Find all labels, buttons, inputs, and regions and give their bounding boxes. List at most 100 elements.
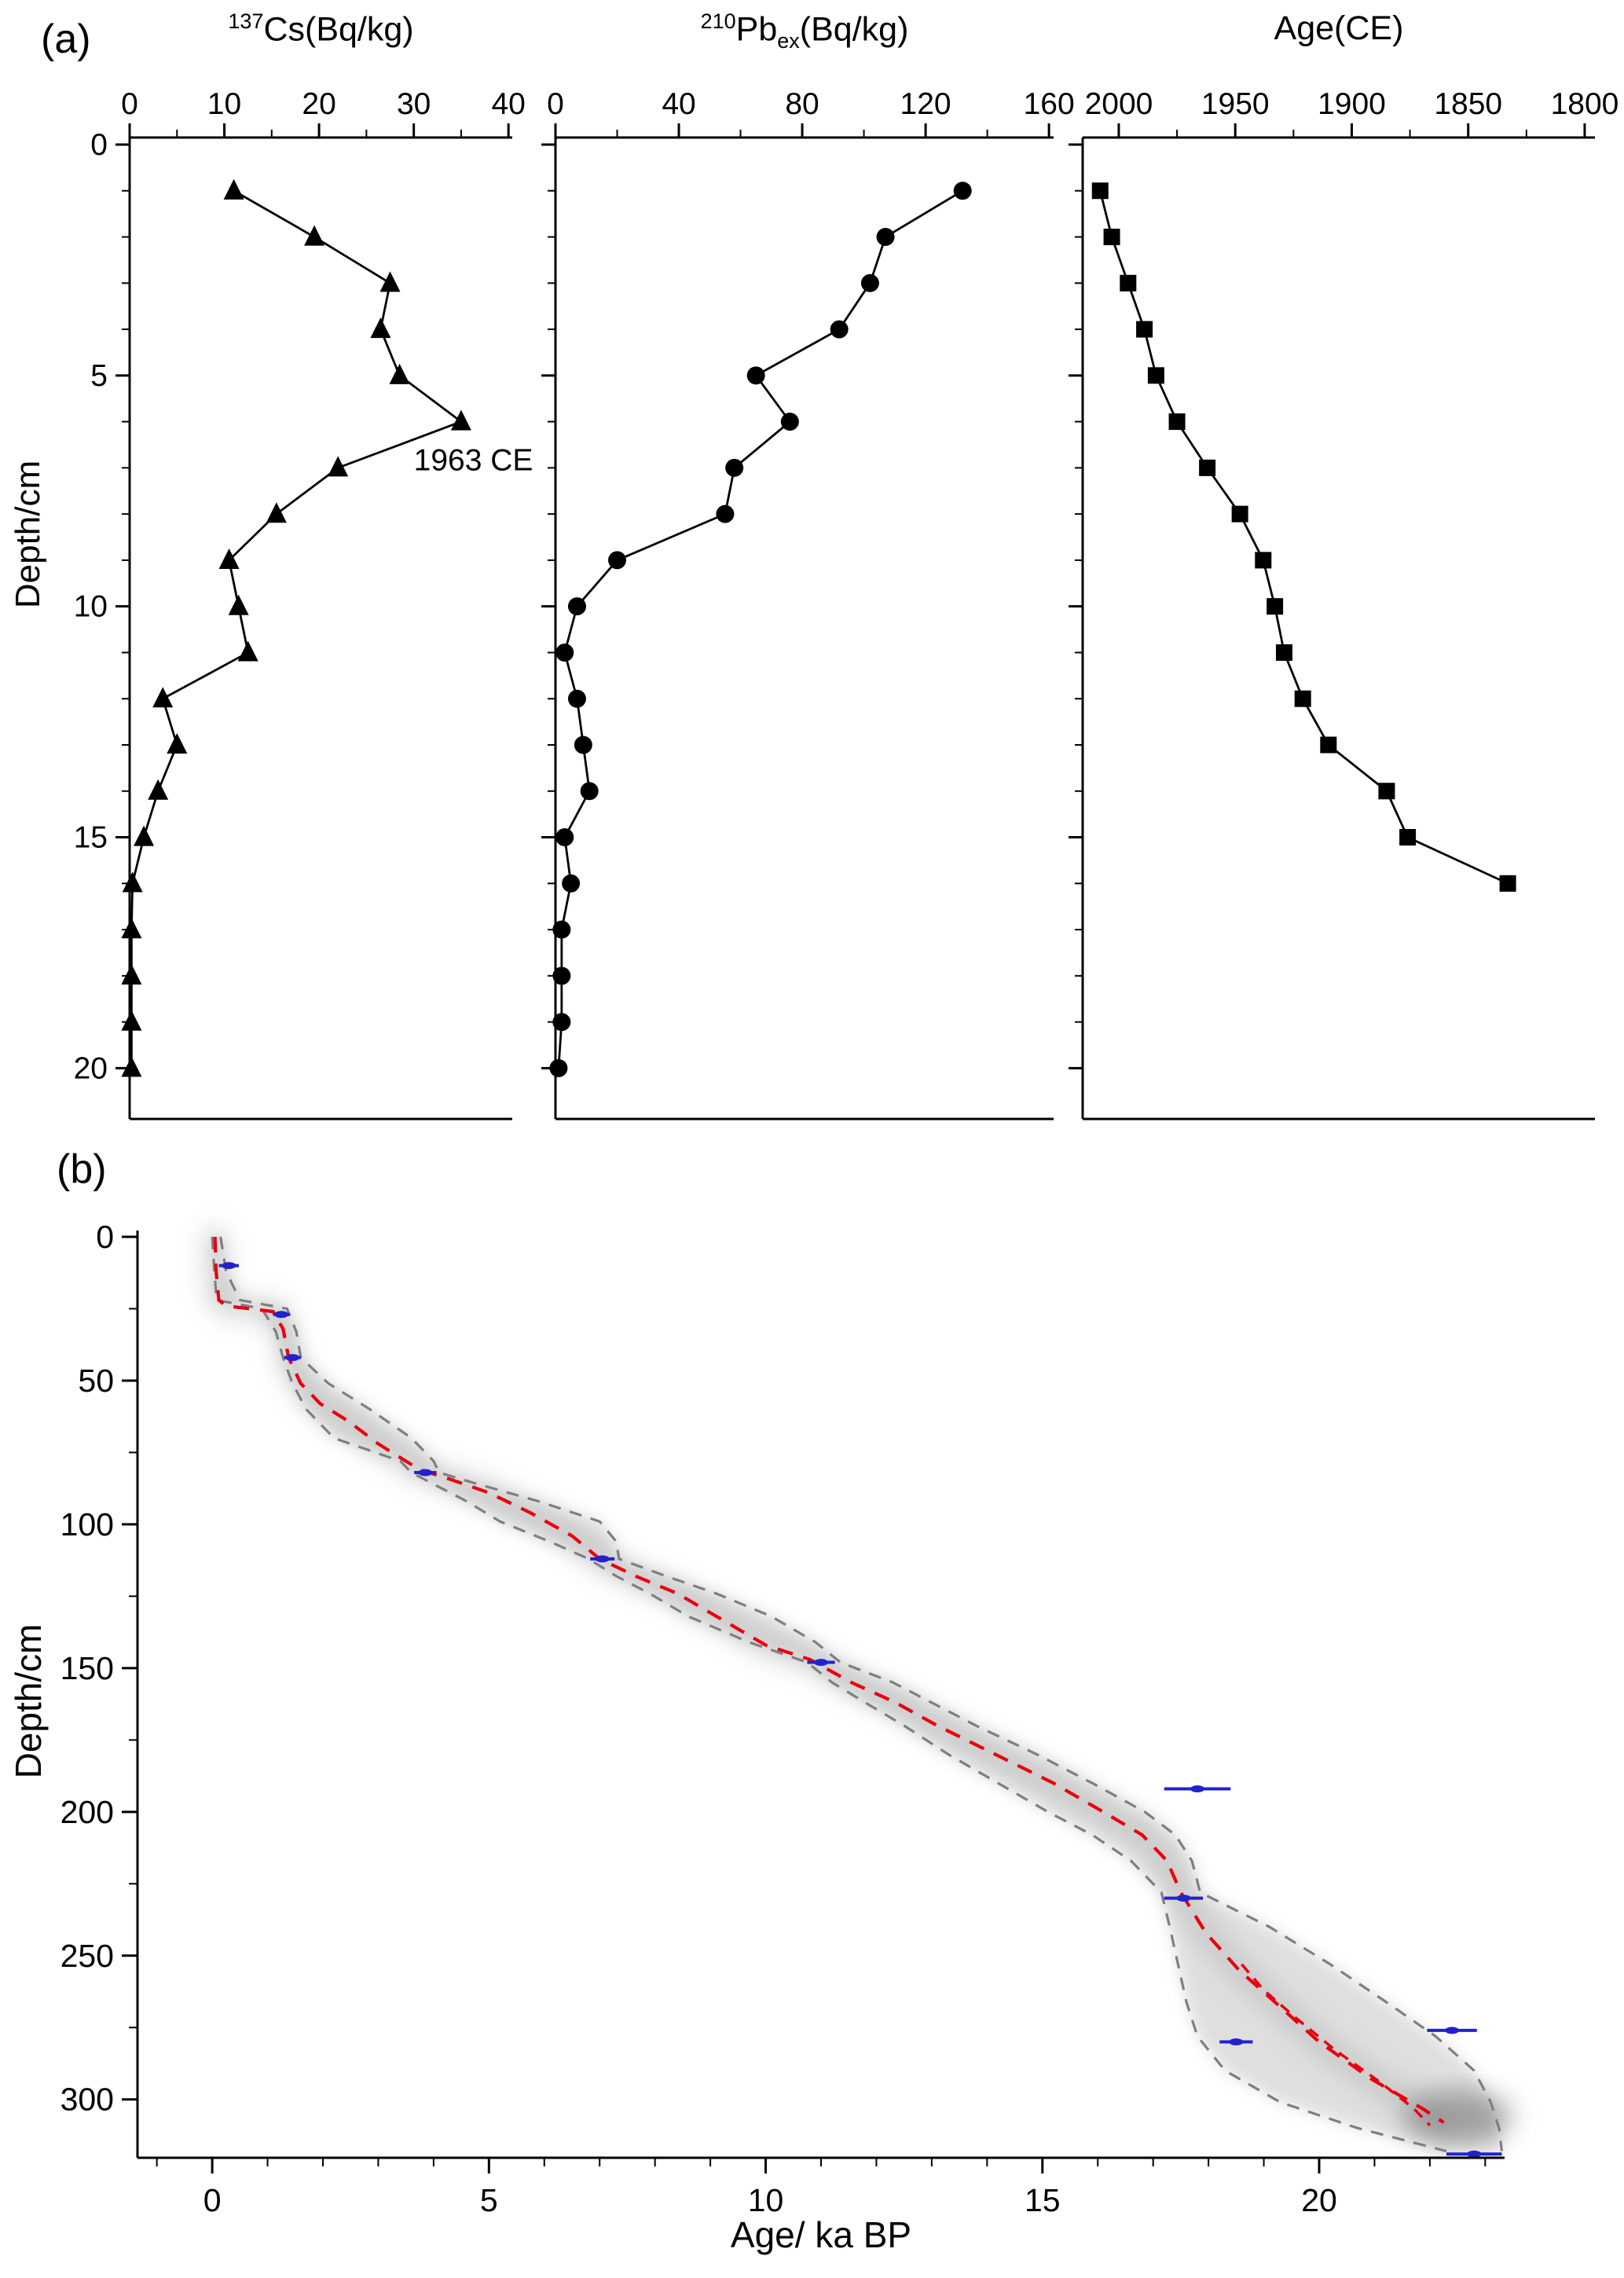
cs137-series-line — [130, 189, 464, 1069]
dated-level-marker — [1176, 1895, 1191, 1902]
peak-annotation: 1963 CE — [414, 443, 533, 477]
panel-a-label: (a) — [41, 17, 91, 62]
data-marker — [389, 363, 410, 384]
x-tick-label: 160 — [1024, 87, 1075, 121]
dated-level-marker — [595, 1555, 610, 1563]
pb210-title-text: Pb — [735, 10, 778, 49]
data-marker — [1399, 829, 1417, 846]
data-marker — [552, 920, 571, 939]
data-marker — [450, 409, 471, 431]
x-tick-label: 10 — [207, 87, 241, 121]
data-marker — [1267, 598, 1284, 615]
axis-frame — [1081, 136, 1595, 1121]
data-marker — [1294, 690, 1311, 707]
data-marker — [1091, 182, 1109, 200]
age-tick-label: 10 — [748, 2182, 784, 2218]
density-hotspot — [1402, 2089, 1513, 2144]
depth-tick-label: 5 — [90, 359, 108, 393]
depth-tick-label: 200 — [60, 1794, 114, 1830]
median-age-model — [213, 1236, 1445, 2124]
data-marker — [574, 735, 592, 754]
data-marker — [370, 317, 391, 339]
data-marker — [121, 918, 142, 939]
x-tick-label: 2000 — [1085, 87, 1153, 121]
dated-level-marker — [1445, 2027, 1460, 2034]
x-tick-label: 0 — [547, 87, 564, 121]
data-marker — [134, 825, 155, 846]
x-tick-label: 80 — [785, 87, 819, 121]
data-marker — [379, 271, 401, 292]
pb210-isotope-superscript: 210 — [700, 9, 736, 33]
dated-level-marker — [814, 1659, 828, 1667]
data-marker — [555, 828, 574, 847]
data-marker — [1103, 229, 1120, 246]
depth-tick-label: 250 — [60, 1938, 114, 1974]
data-marker — [830, 320, 849, 339]
age-ce-series-line — [1098, 190, 1509, 885]
depth-tick-label: 150 — [60, 1650, 114, 1686]
ci-younger-bound — [211, 1236, 1447, 2153]
data-marker — [549, 1058, 568, 1077]
panel-b-label: (b) — [57, 1146, 107, 1192]
age-tick-label: 15 — [1025, 2182, 1061, 2218]
depth-tick-label: 10 — [74, 590, 108, 624]
x-tick-label: 1950 — [1201, 87, 1270, 121]
age-ce-axis-title: Age(CE) — [1083, 9, 1595, 48]
x-tick-label: 40 — [491, 87, 525, 121]
cs137-title-text: Cs(Bq/kg) — [263, 10, 414, 49]
data-marker — [552, 1013, 571, 1032]
data-marker — [1255, 552, 1272, 569]
data-marker — [860, 273, 879, 292]
x-tick-label: 30 — [397, 87, 431, 121]
data-marker — [167, 733, 188, 754]
data-marker — [223, 178, 244, 200]
cs137-subplot: 0 10 20 30 40 0 5 10 15 20 1963 CE — [74, 87, 533, 1121]
dated-level-marker — [285, 1354, 300, 1362]
x-tick-label: 120 — [900, 87, 951, 121]
data-marker — [567, 689, 586, 708]
depth-tick-label: 50 — [78, 1363, 114, 1399]
data-marker — [876, 228, 895, 247]
depth-tick-label: 300 — [60, 2082, 114, 2118]
data-marker — [1168, 413, 1186, 431]
data-marker — [608, 551, 627, 570]
data-marker — [228, 594, 249, 615]
x-tick-label: 1850 — [1434, 87, 1502, 121]
depth-tick-label: 15 — [74, 821, 108, 855]
data-marker — [1147, 367, 1164, 384]
depth-tick-label: 0 — [90, 128, 108, 162]
panel-b-ylabel: Depth/cm — [8, 1624, 49, 1779]
data-marker — [122, 871, 143, 893]
data-marker — [237, 640, 258, 662]
panel-a-ylabel: Depth/cm — [9, 460, 47, 608]
panel-b-xlabel: Age/ ka BP — [731, 2214, 911, 2255]
data-marker — [1499, 875, 1516, 892]
data-marker — [218, 548, 240, 569]
data-marker — [725, 458, 744, 477]
dated-level-marker — [418, 1469, 433, 1476]
data-marker — [121, 1010, 142, 1031]
age-tick-label: 20 — [1301, 2182, 1337, 2218]
dated-level-marker — [222, 1262, 236, 1270]
data-marker — [148, 779, 169, 800]
pb210ex-subplot: 0 40 80 120 160 — [541, 87, 1075, 1121]
depth-tick-label: 100 — [60, 1506, 114, 1543]
data-marker — [1120, 274, 1137, 292]
pb210ex-series-line — [557, 189, 963, 1069]
x-tick-label: 1900 — [1318, 87, 1386, 121]
data-marker — [953, 182, 972, 200]
x-tick-label: 20 — [302, 87, 335, 121]
data-marker — [1320, 736, 1337, 754]
dated-level-marker — [274, 1311, 289, 1319]
data-marker — [780, 413, 799, 431]
dated-level-marker — [1190, 1785, 1205, 1793]
data-marker — [1136, 321, 1153, 338]
data-marker — [121, 963, 142, 985]
pb210-title-units: (Bq/kg) — [799, 10, 909, 49]
data-marker — [266, 502, 287, 523]
depth-tick-label: 0 — [96, 1219, 114, 1255]
x-tick-label: 0 — [121, 87, 138, 121]
data-marker — [1199, 459, 1216, 476]
